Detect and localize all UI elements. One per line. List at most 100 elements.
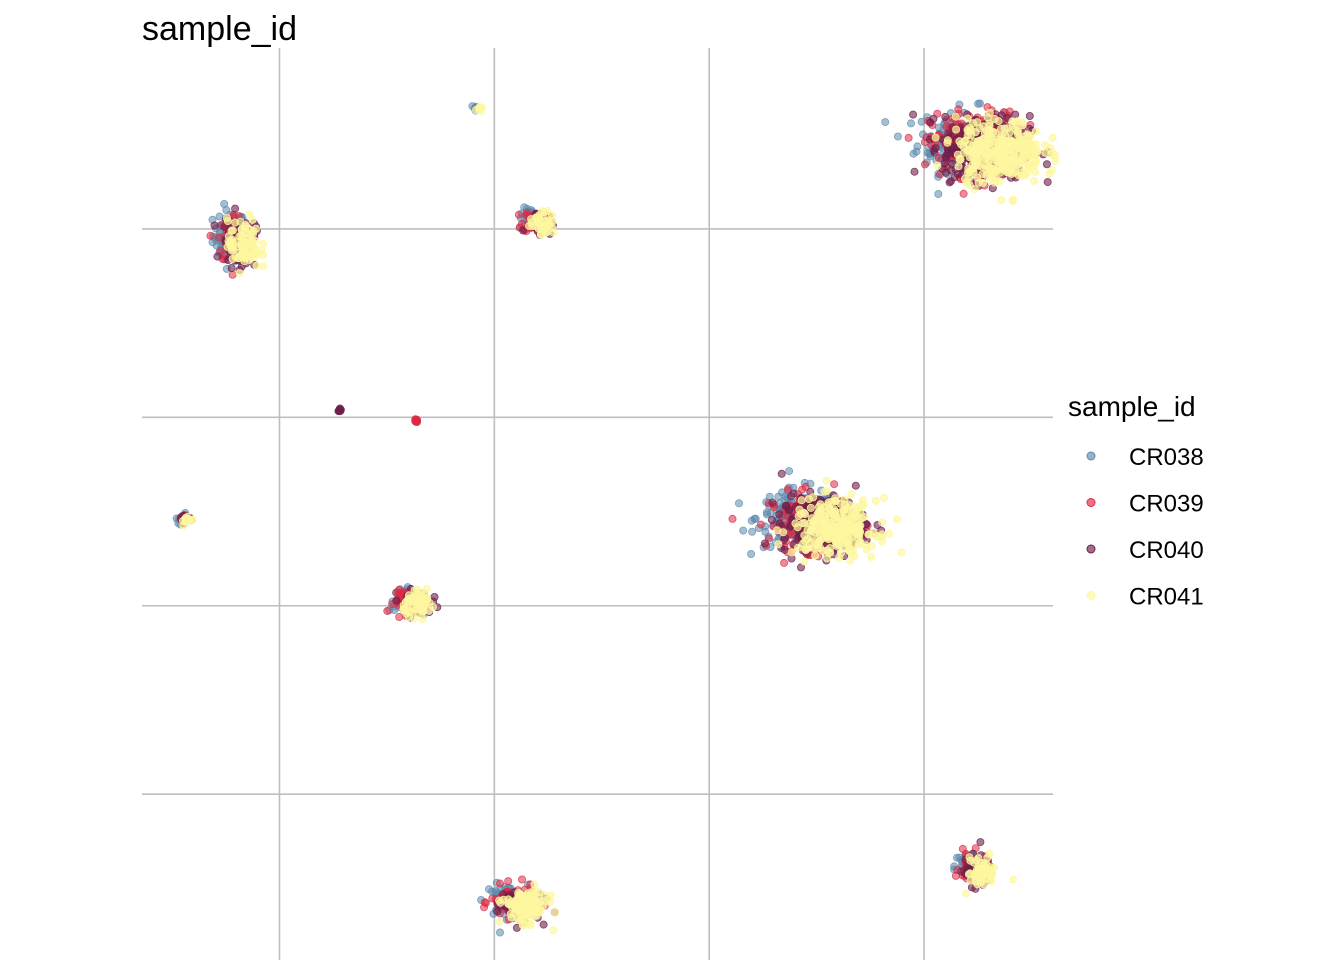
scatter-point [546, 898, 555, 907]
scatter-point [1046, 144, 1055, 153]
legend-label: CR039 [1129, 491, 1204, 518]
scatter-point [428, 602, 437, 611]
scatter-point [976, 838, 985, 847]
scatter-point [728, 514, 737, 523]
scatter-point [943, 149, 952, 158]
scatter-point [1025, 112, 1034, 121]
scatter-point [528, 222, 537, 231]
scatter-point [760, 539, 769, 548]
legend-entries: CR038 CR039 CR040 CR041 [1086, 444, 1204, 611]
scatter-point [1023, 130, 1032, 139]
scatter-point [773, 526, 782, 535]
legend-entry-cr040: CR040 [1086, 537, 1204, 564]
scatter-point [1024, 160, 1033, 169]
scatter-point [801, 482, 810, 491]
scatter-point [496, 898, 505, 907]
scatter-point [495, 879, 504, 888]
scatter-point [993, 135, 1002, 144]
scatter-point [822, 476, 831, 485]
scatter-point [816, 536, 825, 545]
scatter-point [849, 532, 858, 541]
legend-label: CR040 [1129, 537, 1204, 564]
scatter-point [480, 898, 489, 907]
scatter-point [880, 493, 889, 502]
scatter-point [830, 480, 839, 489]
scatter-point [549, 926, 558, 935]
scatter-point [801, 537, 810, 546]
scatter-point [965, 853, 974, 862]
scatter-point [985, 108, 994, 117]
scatter-point [984, 140, 993, 149]
legend-key [1086, 591, 1096, 600]
scatter-point [181, 516, 190, 525]
scatter-point [236, 251, 245, 260]
scatter-point [815, 502, 824, 511]
scatter-point [512, 896, 521, 905]
scatter-point [835, 553, 844, 562]
scatter-point [904, 133, 913, 142]
scatter-point [1001, 141, 1010, 150]
scatter-point [822, 521, 831, 530]
scatter-point [756, 520, 765, 529]
legend-key [1086, 498, 1096, 507]
scatter-point [963, 114, 972, 123]
scatter-point [206, 231, 215, 240]
scatter-point [521, 908, 530, 917]
scatter-point [504, 899, 513, 908]
scatter-point [240, 257, 249, 266]
legend-entry-cr041: CR041 [1086, 584, 1204, 611]
scatter-point [213, 252, 222, 261]
scatter-point [334, 407, 343, 416]
scatter-point [404, 591, 413, 600]
scatter-point [402, 609, 411, 618]
scatter-point [867, 542, 876, 551]
scatter-point [1045, 169, 1054, 178]
scatter-point [797, 496, 806, 505]
scatter-point [239, 239, 248, 248]
scatter-point [259, 239, 268, 248]
scatter-point [854, 540, 863, 549]
scatter-point [885, 529, 894, 538]
scatter-point [1030, 176, 1039, 185]
scatter-point [768, 498, 777, 507]
scatter-point [228, 254, 237, 263]
scatter-point [878, 530, 887, 539]
scatter-point [976, 99, 985, 108]
scatter-point [1008, 121, 1017, 130]
scatter-point [871, 496, 880, 505]
scatter-point [848, 546, 857, 555]
scatter-point [1047, 150, 1056, 159]
scatter-point [979, 869, 988, 878]
scatter-point [829, 529, 838, 538]
scatter-point [1048, 133, 1057, 142]
scatter-point [984, 130, 993, 139]
legend-entry-cr038: CR038 [1086, 444, 1204, 471]
scatter-point [847, 510, 856, 519]
scatter-point [231, 204, 240, 213]
scatter-point [495, 917, 504, 926]
scatter-point [893, 132, 902, 141]
scatter-point [990, 114, 999, 123]
scatter-point [836, 499, 845, 508]
scatter-point [999, 165, 1008, 174]
scatter-point [537, 222, 546, 231]
scatter-point [417, 592, 426, 601]
scatter-point [1013, 127, 1022, 136]
scatter-point [520, 893, 529, 902]
series-cr041 [178, 103, 1060, 935]
scatter-point [933, 161, 942, 170]
scatter-point [775, 510, 784, 519]
scatter-point [812, 517, 821, 526]
scatter-point [793, 543, 802, 552]
scatter-point [881, 118, 890, 127]
scatter-point [1008, 197, 1017, 206]
series-cr039 [176, 103, 1035, 927]
scatter-point [1031, 127, 1040, 136]
scatter-point [946, 177, 955, 186]
scatter-point [747, 516, 756, 525]
scatter-point [549, 228, 558, 237]
scatter-point [780, 558, 789, 567]
scatter-point [942, 168, 951, 177]
scatter-point [982, 165, 991, 174]
